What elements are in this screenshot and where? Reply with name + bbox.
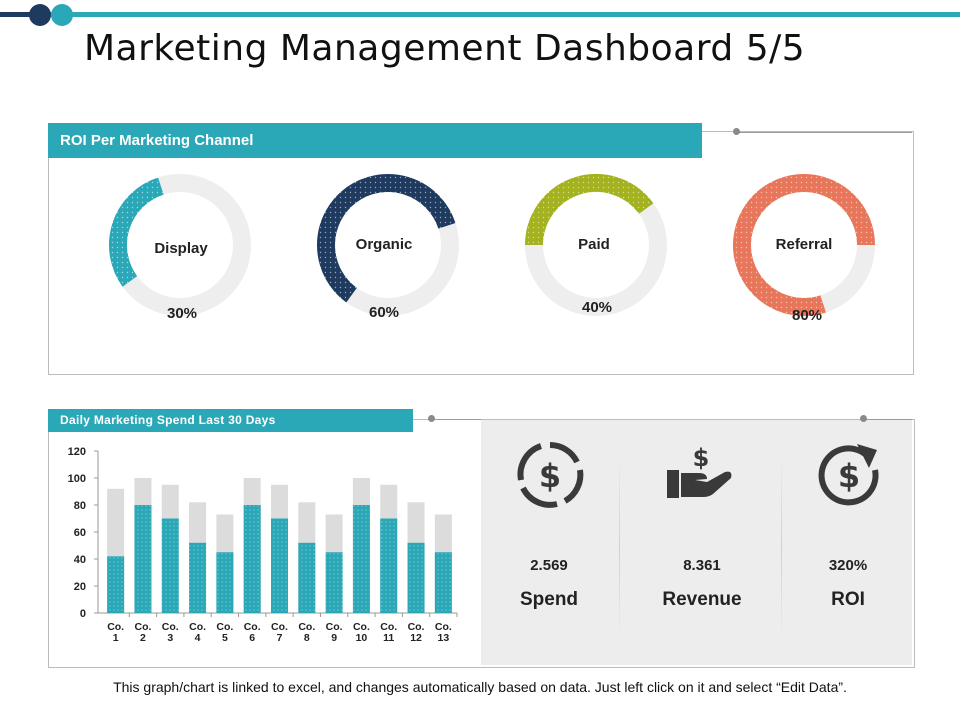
donut-arc-referral	[733, 174, 875, 316]
bar-spend	[325, 552, 343, 613]
bar-spend	[352, 505, 370, 613]
kpi-divider	[619, 455, 620, 640]
roi-panel-header: ROI Per Marketing Channel	[48, 123, 702, 158]
bar-spend	[161, 518, 179, 613]
bar-spend	[243, 505, 261, 613]
kpi-connector-line	[863, 419, 912, 420]
bar-spend	[271, 518, 288, 613]
donut-paid[interactable]	[516, 165, 676, 325]
kpi-spend-value: 2.569	[530, 557, 568, 574]
donut-display[interactable]	[100, 165, 260, 325]
kpi-spend-label: Spend	[519, 589, 579, 610]
donut-organic[interactable]	[308, 165, 468, 325]
x-tick-label: Co. 12	[408, 621, 425, 644]
x-tick-label: Co. 4	[189, 621, 206, 644]
spend-connector-line	[431, 419, 481, 420]
svg-text:$: $	[539, 457, 561, 495]
x-tick-label: Co. 1	[107, 621, 124, 644]
header-dot-teal	[51, 4, 73, 26]
header-accent-line-left	[0, 12, 30, 17]
header-accent-line	[40, 12, 960, 17]
donut-referral-value: 80%	[791, 307, 823, 324]
x-tick-label: Co. 7	[271, 621, 288, 644]
bar-spend	[189, 542, 207, 613]
kpi-connector-dot	[860, 415, 867, 422]
bar-spend	[216, 552, 234, 613]
donut-display-value: 30%	[166, 305, 198, 322]
svg-text:$: $	[838, 457, 860, 495]
donut-referral[interactable]	[724, 165, 884, 325]
y-tick-label: 0	[80, 608, 86, 620]
bar-spend	[298, 542, 316, 613]
bar-spend	[107, 556, 125, 613]
kpi-divider	[781, 455, 782, 640]
donut-organic-value: 60%	[368, 304, 400, 321]
kpi-revenue-label: Revenue	[662, 589, 742, 610]
x-tick-label: Co. 9	[326, 621, 343, 644]
roi-connector-line	[736, 132, 912, 133]
donut-organic-label: Organic	[355, 236, 413, 253]
bar-spend	[380, 518, 398, 613]
svg-text:$: $	[693, 444, 710, 472]
spend-connector-dot	[428, 415, 435, 422]
spend-panel-header: Daily Marketing Spend Last 30 Days	[48, 409, 413, 432]
donut-arc-paid	[525, 174, 654, 246]
dollar-hand-icon: $	[665, 440, 735, 510]
y-tick-label: 60	[74, 527, 86, 539]
kpi-roi-label: ROI	[831, 589, 865, 610]
x-tick-label: Co. 5	[216, 621, 233, 644]
bar-spend	[407, 542, 425, 613]
donut-paid-label: Paid	[578, 236, 610, 253]
x-tick-label: Co. 2	[135, 621, 152, 644]
donut-arc-display	[109, 177, 164, 287]
y-tick-label: 20	[74, 581, 86, 593]
x-tick-label: Co. 6	[244, 621, 261, 644]
x-tick-label: Co. 13	[435, 621, 452, 644]
roi-connector-dot	[733, 128, 740, 135]
footnote: This graph/chart is linked to excel, and…	[113, 679, 847, 695]
page-title: Marketing Management Dashboard 5/5	[84, 28, 806, 69]
roi-panel	[48, 131, 914, 375]
donut-paid-value: 40%	[581, 299, 613, 316]
y-tick-label: 100	[68, 473, 86, 485]
x-tick-label: Co. 11	[380, 621, 397, 644]
y-tick-label: 120	[68, 446, 86, 458]
bar-spend	[134, 505, 152, 613]
kpi-roi-value: 320%	[828, 557, 868, 574]
donut-referral-label: Referral	[775, 236, 833, 253]
dollar-circle-icon: $	[515, 440, 585, 510]
x-tick-label: Co. 10	[353, 621, 370, 644]
donut-display-label: Display	[154, 240, 208, 257]
x-tick-label: Co. 8	[298, 621, 315, 644]
donut-arc-organic	[317, 174, 456, 303]
y-tick-label: 80	[74, 500, 86, 512]
bar-spend	[434, 552, 452, 613]
x-tick-label: Co. 3	[162, 621, 179, 644]
kpi-revenue-value: 8.361	[683, 557, 721, 574]
header-dot-navy	[29, 4, 51, 26]
dollar-cycle-icon: $	[815, 440, 885, 510]
kpi-panel	[481, 420, 912, 665]
spend-bar-chart[interactable]: 0 20 40 60 80 100 120 Co. 1 Co. 2 Co. 3 Co. 4 Co. 5 Co. 6 C…	[52, 440, 462, 655]
y-tick-label: 40	[74, 554, 86, 566]
